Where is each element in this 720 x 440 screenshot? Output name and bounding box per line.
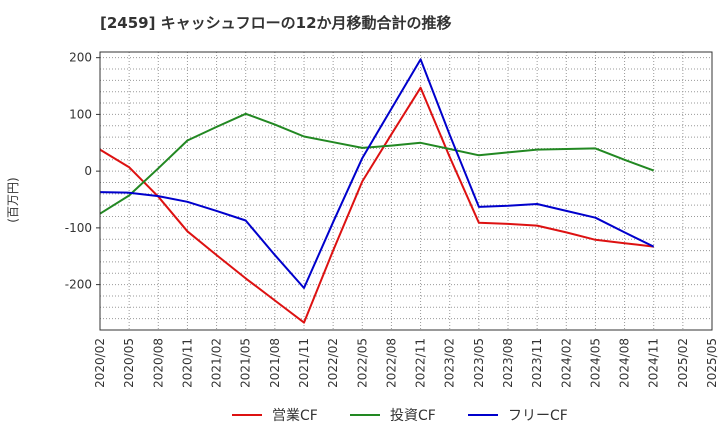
legend: 営業CF 投資CF フリーCF — [232, 408, 568, 424]
x-tick-label: 2021/11 — [297, 338, 311, 388]
series-line-0 — [99, 86, 654, 324]
x-tick-label: 2023/02 — [443, 338, 457, 388]
x-tick-label: 2024/11 — [647, 338, 661, 388]
x-tick-label: 2025/02 — [676, 338, 690, 388]
y-tick-label: -100 — [65, 221, 92, 235]
y-tick-label: 100 — [69, 107, 92, 121]
x-tick-label: 2022/05 — [355, 338, 369, 388]
x-tick-label: 2020/05 — [122, 338, 136, 388]
y-axis-label: (百万円) — [6, 177, 20, 222]
y-tick-label: 200 — [69, 51, 92, 65]
chart-title: [2459] キャッシュフローの12か月移動合計の推移 — [100, 14, 452, 32]
y-tick-label: -200 — [65, 278, 92, 292]
x-tick-label: 2021/08 — [268, 338, 282, 388]
x-tick-label: 2021/05 — [239, 338, 253, 388]
x-tick-label: 2024/02 — [559, 338, 573, 388]
x-tick-label: 2020/08 — [151, 338, 165, 388]
legend-label-2: フリーCF — [508, 408, 568, 424]
plot-frame — [99, 51, 713, 331]
x-tick-label: 2021/02 — [210, 338, 224, 388]
legend-label-1: 投資CF — [390, 408, 436, 424]
x-tick-label: 2023/05 — [472, 338, 486, 388]
grid-layer — [99, 52, 713, 330]
series-layer — [99, 58, 655, 324]
x-tick-label: 2024/05 — [588, 338, 602, 388]
x-tick-label: 2020/02 — [93, 338, 107, 388]
x-tick-label: 2020/11 — [180, 338, 194, 388]
x-tick-label: 2023/08 — [501, 338, 515, 388]
x-tick-label: 2025/05 — [705, 338, 719, 388]
series-line-1 — [99, 112, 655, 215]
x-tick-label: 2024/08 — [618, 338, 632, 388]
legend-label-0: 営業CF — [272, 408, 318, 424]
series-line-2 — [99, 58, 655, 289]
x-tick-label: 2023/11 — [530, 338, 544, 388]
y-tick-label: 0 — [84, 164, 92, 178]
x-tick-label: 2022/11 — [414, 338, 428, 388]
x-tick-label: 2022/08 — [384, 338, 398, 388]
x-tick-label: 2022/02 — [326, 338, 340, 388]
tick-layer: 2020/02 2020/05 2020/08 2020/11 2021/02 2021/… — [65, 51, 719, 388]
